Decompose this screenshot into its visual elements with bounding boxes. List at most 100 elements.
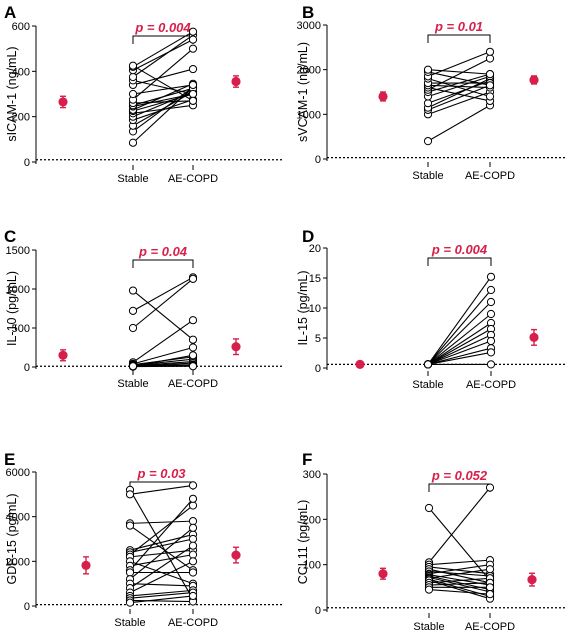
pair-line [428,568,491,584]
y-tick-label: 6000 [6,467,30,479]
y-axis-title: sICAM-1 (ng/mL) [5,46,19,141]
y-tick-label: 15 [309,273,321,285]
ae-copd-point [188,501,198,510]
ae-copd-point [485,47,495,56]
x-tick-label: AE-COPD [168,173,218,185]
pair-line [132,319,194,363]
x-tick-label: Stable [114,617,145,629]
ae-copd-mean-dot [231,550,241,560]
pair-line [132,346,194,365]
pair-line [427,84,491,89]
y-axis-title: IL-10 (pg/mL) [5,271,19,346]
ae-copd-point [486,336,496,346]
pair-line [428,564,491,575]
panel-letter: E [4,450,15,469]
ae-copd-mean-dot [529,75,539,85]
pair-line [129,527,194,580]
ae-copd-point [188,534,198,544]
y-tick-label: 200 [12,112,30,124]
pair-line [427,71,491,86]
pair-line [132,104,194,114]
ae-copd-point [188,343,198,352]
ae-copd-point [188,35,198,44]
ae-copd-point [485,590,495,599]
stable-point [423,360,433,369]
pair-line [427,313,492,365]
y-tick-label: 300 [303,469,321,481]
pair-line [129,489,194,600]
pair-line [129,545,194,589]
panel-f: F 0 100 200 300 CCL11 (pg/mL) Stable AE-COPD p =… [296,450,565,631]
x-tick-label: Stable [117,173,148,185]
ae-copd-point [486,360,496,369]
ae-copd-point [486,285,496,295]
ae-copd-point [486,297,496,307]
y-tick-label: 2000 [6,556,30,568]
pair-line [427,289,492,365]
stable-point [128,323,138,333]
panel-letter: B [302,3,314,22]
ae-copd-point [188,96,198,105]
pair-line [132,360,194,367]
y-tick-label: 3000 [297,20,321,32]
y-tick-label: 10 [309,303,321,315]
stable-point [423,137,433,146]
panel-letter: D [302,227,314,246]
pair-line [427,328,492,365]
pair-line [132,31,194,68]
y-axis-title: CCL11 (pg/mL) [296,500,310,585]
panel-e: E 0 2000 4000 6000 GDF-15 (pg/mL) Stable AE-COP… [4,450,283,629]
pair-line [428,507,491,581]
y-tick-label: 2000 [297,65,321,77]
stable-point [424,503,434,513]
y-tick-label: 1500 [6,245,30,257]
significance-bracket [427,34,491,43]
ae-copd-point [188,351,198,360]
x-tick-label: AE-COPD [168,378,218,390]
pair-line [427,91,491,115]
x-tick-label: Stable [412,170,443,182]
pair-line [428,559,491,566]
y-tick-label: 0 [24,157,30,169]
stable-point [128,306,138,315]
pair-line [132,93,194,108]
y-tick-label: 600 [12,21,30,33]
p-value-label: p = 0.052 [431,468,488,483]
pair-line [132,276,194,312]
y-tick-label: 0 [315,363,321,375]
pair-line [132,79,194,95]
ae-copd-point [486,348,496,357]
panel-letter: F [302,450,312,469]
pair-line [132,100,194,104]
pair-line [427,58,491,91]
panel-b: B 0 1000 2000 3000 sVCAM-1 (ng/mL) Stable AE-CO… [296,3,565,182]
ae-copd-point [188,89,198,99]
pair-line [129,520,194,524]
stable-point [125,521,135,530]
ae-copd-point [188,568,198,577]
significance-bracket [129,481,194,490]
x-tick-label: AE-COPD [466,379,516,391]
y-tick-label: 500 [12,323,30,335]
x-tick-label: AE-COPD [168,617,218,629]
pair-line [427,104,491,142]
ae-copd-point [188,316,198,325]
y-tick-label: 0 [24,601,30,613]
pair-line [129,525,194,571]
stable-point [128,362,138,371]
ae-copd-point [188,550,198,559]
pair-line [427,351,492,365]
pair-line [428,577,491,584]
x-tick-label: Stable [412,379,443,391]
pair-line [129,599,194,603]
x-tick-label: AE-COPD [465,621,515,631]
pair-line [427,301,492,365]
p-value-label: p = 0.004 [134,20,191,35]
pair-line [129,554,194,567]
pair-line [129,533,194,551]
x-tick-label: AE-COPD [465,170,515,182]
pair-line [129,560,194,594]
pair-line [132,354,194,367]
ae-copd-point [486,309,496,319]
ae-copd-point [188,481,198,490]
